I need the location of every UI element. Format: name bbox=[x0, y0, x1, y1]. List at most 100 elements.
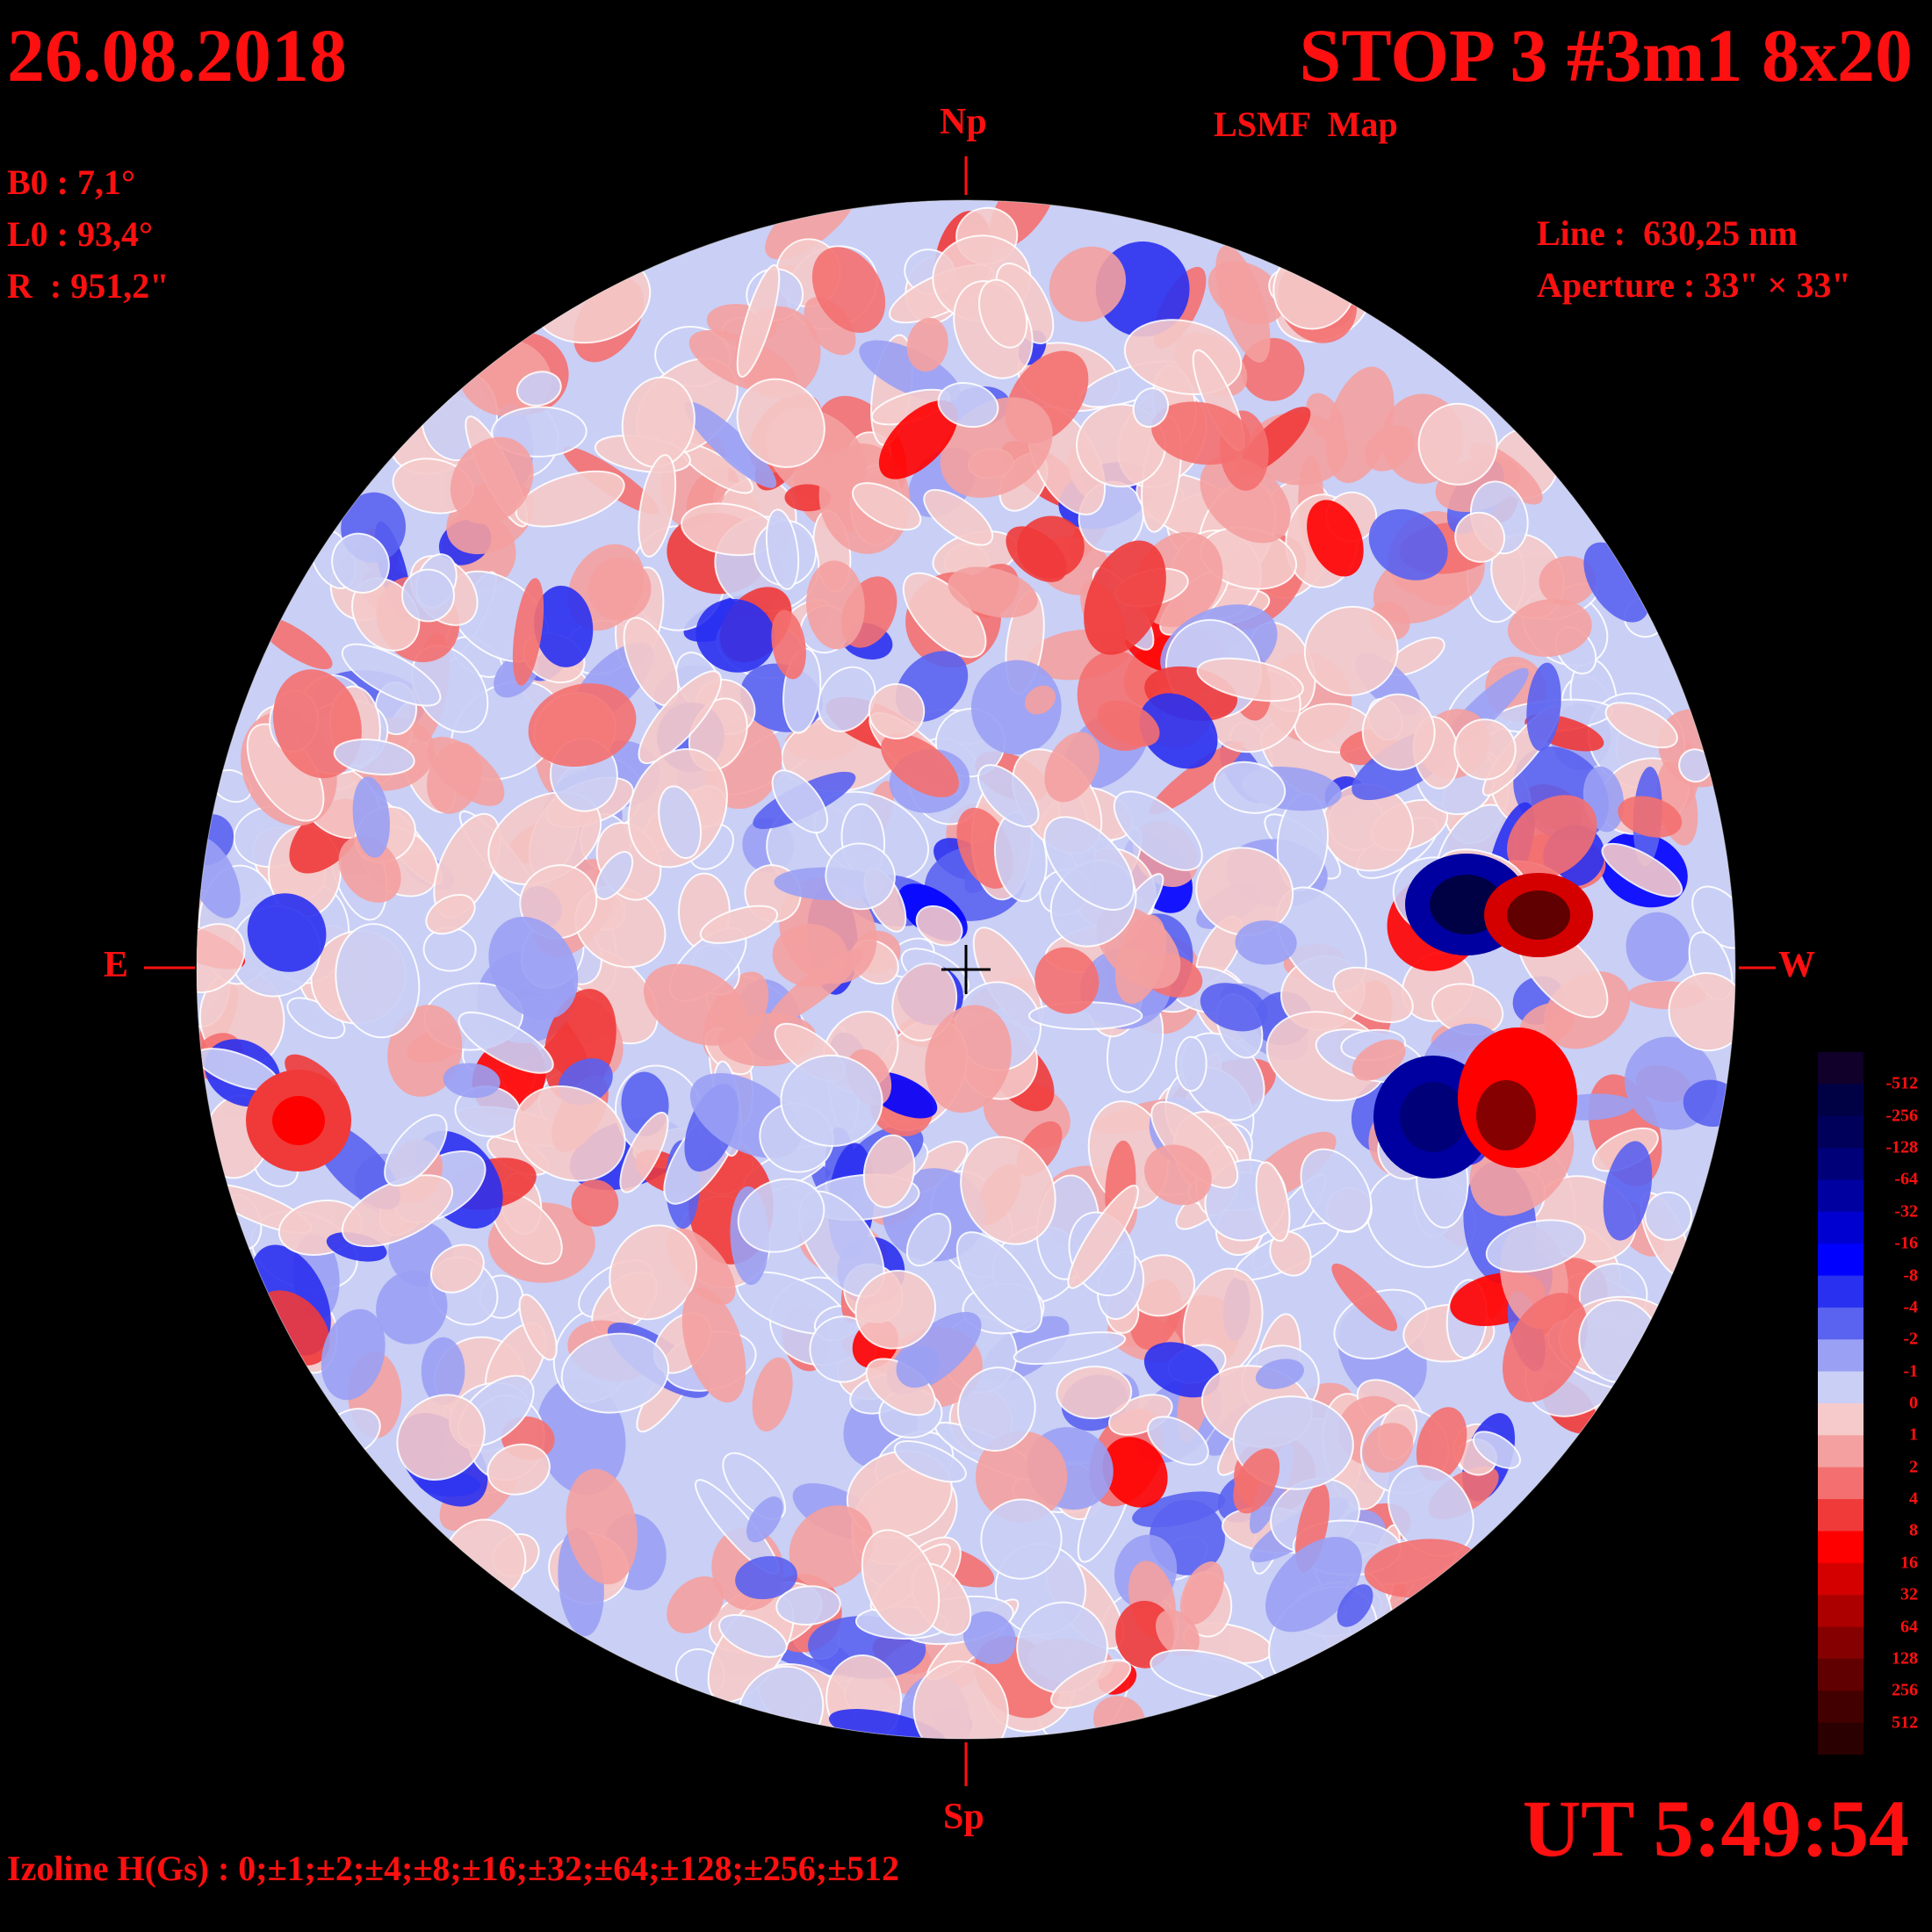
positive-field-patch bbox=[1200, 456, 1291, 544]
positive-field-patch bbox=[1417, 402, 1498, 486]
positive-field-patch bbox=[765, 200, 858, 260]
positive-field-patch bbox=[1539, 556, 1597, 606]
positive-field-patch bbox=[1503, 1293, 1588, 1402]
negative-field-patch bbox=[384, 1114, 448, 1187]
legend-label: 256 bbox=[1892, 1680, 1918, 1700]
positive-field-patch bbox=[1507, 598, 1592, 657]
positive-field-patch bbox=[1361, 693, 1436, 771]
legend-label: -16 bbox=[1894, 1233, 1918, 1253]
negative-field-patch bbox=[1255, 1359, 1304, 1389]
legend-label: -32 bbox=[1894, 1201, 1918, 1222]
legend-label: 32 bbox=[1900, 1584, 1918, 1604]
positive-field-patch bbox=[609, 1224, 698, 1321]
negative-field-patch bbox=[658, 785, 702, 860]
positive-field-patch bbox=[1067, 1185, 1139, 1289]
legend-swatch bbox=[1818, 1179, 1864, 1213]
legend-swatch bbox=[1818, 1722, 1864, 1755]
positive-field-patch bbox=[1195, 847, 1294, 936]
legend-swatch bbox=[1818, 1339, 1864, 1373]
positive-field-patch bbox=[1179, 1561, 1224, 1625]
negative-field-patch bbox=[977, 764, 1040, 828]
negative-field-patch bbox=[1235, 920, 1297, 965]
negative-field-patch bbox=[970, 660, 1062, 755]
legend-swatch bbox=[1818, 1595, 1864, 1628]
positive-field-patch bbox=[923, 488, 994, 546]
b0-value: B0 : 7,1° bbox=[7, 162, 135, 202]
negative-field-patch bbox=[737, 1178, 825, 1253]
negative-field-patch bbox=[421, 1337, 465, 1405]
positive-field-patch bbox=[1215, 245, 1271, 363]
negative-field-patch bbox=[321, 1308, 386, 1401]
negative-field-patch bbox=[735, 1555, 797, 1600]
positive-field-patch bbox=[915, 905, 963, 947]
positive-field-patch bbox=[1115, 914, 1167, 1005]
negative-field-patch bbox=[1603, 1141, 1653, 1241]
positive-field-patch bbox=[621, 376, 696, 468]
negative-field-patch bbox=[1644, 1191, 1693, 1241]
negative-field-patch bbox=[595, 851, 634, 900]
active-region-spot bbox=[272, 1096, 325, 1145]
negative-field-patch bbox=[1626, 912, 1690, 982]
negative-field-patch bbox=[560, 1332, 670, 1414]
positive-field-patch bbox=[518, 1294, 558, 1361]
positive-field-patch bbox=[768, 948, 863, 1026]
solar-parameters: B0 : 7,1° L0 : 93,4° R : 951,2" bbox=[7, 156, 169, 312]
negative-field-patch bbox=[401, 568, 455, 623]
negative-field-patch bbox=[1147, 1416, 1209, 1466]
positive-field-patch bbox=[736, 264, 781, 378]
positive-field-patch bbox=[1149, 741, 1244, 815]
positive-field-patch bbox=[667, 1576, 724, 1633]
negative-field-patch bbox=[980, 1498, 1063, 1580]
positive-field-patch bbox=[425, 893, 476, 935]
legend-label: -64 bbox=[1894, 1169, 1918, 1189]
positive-field-patch bbox=[450, 436, 534, 524]
legend-label: 16 bbox=[1900, 1553, 1918, 1573]
negative-field-patch bbox=[1300, 1148, 1373, 1233]
positive-field-patch bbox=[638, 670, 723, 765]
active-region-spot bbox=[1400, 1082, 1467, 1152]
negative-field-patch bbox=[1485, 1219, 1586, 1273]
negative-field-patch bbox=[859, 340, 961, 402]
positive-field-patch bbox=[868, 682, 926, 740]
legend-swatch bbox=[1818, 1275, 1864, 1308]
legend-label: -128 bbox=[1885, 1137, 1918, 1157]
legend-label: 1 bbox=[1909, 1424, 1918, 1445]
negative-field-patch bbox=[1200, 983, 1268, 1032]
legend-swatch bbox=[1818, 1052, 1864, 1085]
positive-field-patch bbox=[1307, 500, 1364, 577]
negative-field-patch bbox=[1337, 1584, 1373, 1627]
negative-field-patch bbox=[765, 508, 800, 590]
negative-field-patch bbox=[896, 1345, 941, 1388]
positive-field-patch bbox=[912, 1660, 1009, 1739]
spectral-line: Line : 630,25 nm bbox=[1537, 213, 1798, 253]
legend-label: 512 bbox=[1892, 1712, 1918, 1733]
negative-field-patch bbox=[422, 926, 477, 972]
positive-field-patch bbox=[1196, 657, 1304, 703]
negative-field-patch bbox=[1132, 387, 1170, 428]
legend-swatch bbox=[1818, 1658, 1864, 1691]
map-title: STOP 3 #3m1 8x20 bbox=[1299, 13, 1913, 97]
negative-field-patch bbox=[893, 1440, 967, 1483]
positive-field-patch bbox=[1507, 795, 1597, 879]
negative-field-patch bbox=[955, 1231, 1043, 1333]
positive-field-patch bbox=[789, 1505, 874, 1589]
positive-field-patch bbox=[1362, 1423, 1414, 1473]
positive-field-patch bbox=[1034, 947, 1099, 1014]
positive-field-patch bbox=[978, 278, 1028, 349]
negative-field-patch bbox=[1526, 662, 1561, 752]
positive-field-patch bbox=[806, 560, 865, 650]
positive-field-patch bbox=[811, 247, 886, 333]
legend-swatch bbox=[1818, 1084, 1864, 1117]
positive-field-patch bbox=[387, 1005, 463, 1097]
negative-field-patch bbox=[746, 1496, 783, 1543]
negative-field-patch bbox=[962, 1611, 1016, 1664]
active-region-spot bbox=[1507, 890, 1570, 940]
negative-field-patch bbox=[534, 585, 594, 667]
legend-label: 4 bbox=[1909, 1489, 1918, 1509]
positive-field-patch bbox=[960, 1135, 1056, 1245]
positive-field-patch bbox=[1604, 702, 1678, 749]
negative-field-patch bbox=[341, 643, 442, 707]
legend-label: -256 bbox=[1885, 1106, 1918, 1126]
legend-swatch bbox=[1818, 1403, 1864, 1436]
disk-center-crosshair bbox=[941, 945, 991, 994]
